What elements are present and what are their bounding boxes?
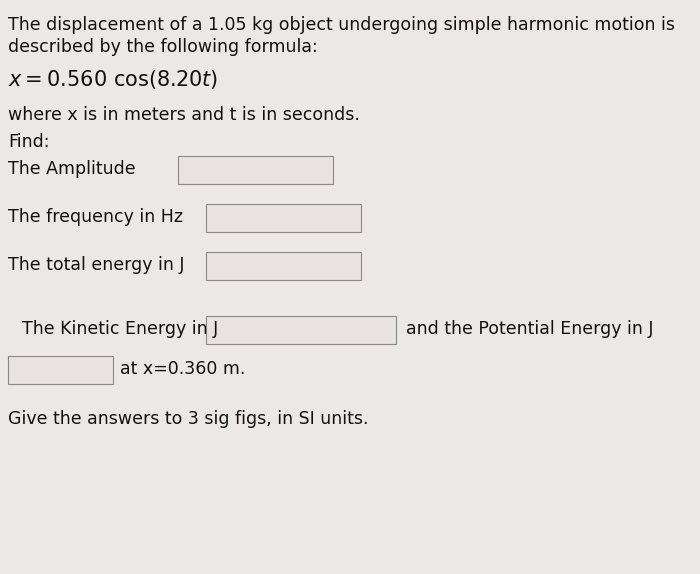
Text: and the Potential Energy in J: and the Potential Energy in J [406,320,654,338]
Text: The displacement of a 1.05 kg object undergoing simple harmonic motion is: The displacement of a 1.05 kg object und… [8,16,675,34]
Text: The Kinetic Energy in J: The Kinetic Energy in J [22,320,218,338]
FancyBboxPatch shape [206,204,361,232]
FancyBboxPatch shape [206,316,396,344]
Text: Give the answers to 3 sig figs, in SI units.: Give the answers to 3 sig figs, in SI un… [8,410,368,428]
Text: described by the following formula:: described by the following formula: [8,38,318,56]
Text: The Amplitude: The Amplitude [8,160,136,178]
FancyBboxPatch shape [206,252,361,280]
Text: Find:: Find: [8,133,50,151]
Text: The frequency in Hz: The frequency in Hz [8,208,183,226]
Text: where x is in meters and t is in seconds.: where x is in meters and t is in seconds… [8,106,360,124]
Text: $x = 0.560\ \mathrm{cos}(8.20t)$: $x = 0.560\ \mathrm{cos}(8.20t)$ [8,68,218,91]
Text: The total energy in J: The total energy in J [8,256,185,274]
FancyBboxPatch shape [178,156,333,184]
FancyBboxPatch shape [8,356,113,384]
Text: at x=0.360 m.: at x=0.360 m. [120,360,246,378]
